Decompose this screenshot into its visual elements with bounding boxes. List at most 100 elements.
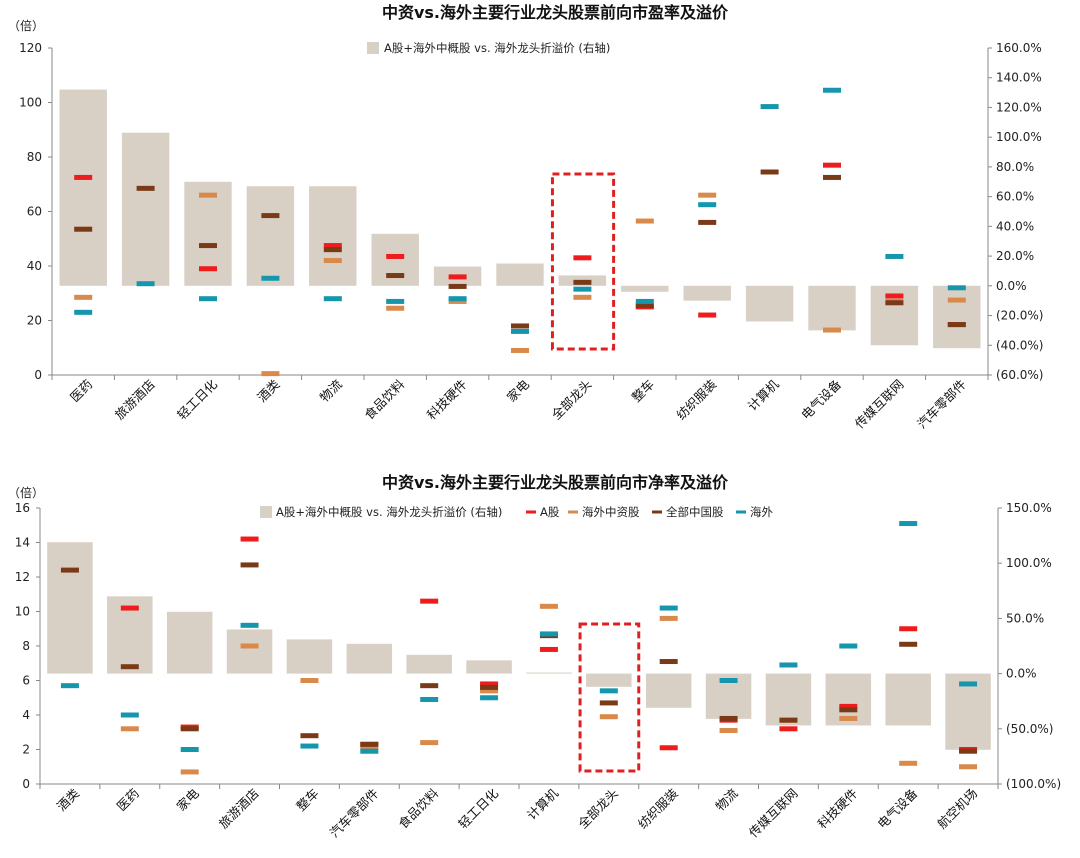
- chart2-premium-bar: [47, 542, 93, 674]
- chart1-left-tick-label: 40: [27, 259, 42, 273]
- chart2-category-label: 汽车零部件: [327, 786, 382, 841]
- chart1-all-china-marker: [511, 323, 529, 329]
- chart2-left-tick-label: 16: [15, 501, 30, 515]
- chart2-right-tick-label: 150.0%: [1006, 501, 1052, 515]
- chart2-a-share-marker: [539, 646, 558, 652]
- chart1-overseas-marker: [635, 298, 654, 304]
- chart2-category-label: 纺织服装: [635, 786, 681, 832]
- chart2-category-label: 航空机场: [934, 786, 980, 832]
- chart1-category-label: 汽车零部件: [914, 377, 969, 432]
- chart1-right-tick-label: (60.0%): [996, 368, 1043, 382]
- chart1-category-label: 整车: [629, 377, 657, 405]
- chart1-category-label: 酒类: [254, 376, 283, 405]
- chart2-overseas-marker: [240, 622, 259, 628]
- chart2-all-china-marker: [360, 741, 379, 747]
- chart2-overseas-marker: [899, 521, 918, 527]
- chart1-overseas-china-marker: [635, 218, 654, 224]
- chart1-all-china-marker: [698, 219, 717, 225]
- chart2-left-tick-label: 0: [22, 777, 30, 791]
- chart2-premium-bar: [466, 660, 512, 674]
- chart2-right-tick-label: 50.0%: [1006, 611, 1044, 625]
- chart2-overseas-china-marker: [120, 726, 139, 732]
- chart2-right-tick-label: (50.0%): [1006, 722, 1053, 736]
- chart2-title: 中资vs.海外主要行业龙头股票前向市净率及溢价: [382, 473, 729, 492]
- chart1-a-share-marker: [573, 255, 592, 261]
- chart1-a-share-marker: [199, 266, 217, 272]
- chart2-category-label: 食品饮料: [395, 785, 441, 831]
- chart1-all-china-marker: [635, 303, 654, 309]
- chart2-a-share-marker: [779, 726, 798, 732]
- chart2-category-label: 传媒互联网: [746, 786, 801, 841]
- chart1-overseas-china-marker: [448, 298, 467, 304]
- chart1-a-share-marker: [323, 243, 342, 249]
- chart1-overseas-china-marker: [261, 371, 280, 377]
- chart1-premium-bar: [496, 263, 544, 286]
- chart1-category-label: 全部龙头: [549, 377, 595, 423]
- chart2-left-tick-label: 8: [22, 639, 30, 653]
- chart2-category-label: 科技硬件: [814, 786, 860, 832]
- chart1-left-tick-label: 0: [34, 368, 42, 382]
- chart1-overseas-marker: [573, 286, 592, 292]
- chart1-overseas-marker: [199, 296, 217, 302]
- chart1-all-china-marker: [885, 300, 904, 306]
- chart1-legend-bar-label: A股+海外中概股 vs. 海外龙头折溢价 (右轴): [384, 41, 610, 55]
- chart1-category-label: 传媒互联网: [852, 377, 907, 432]
- chart1-highlight-box: [550, 172, 616, 351]
- chart2-all-china-marker: [659, 659, 678, 665]
- chart1-overseas-marker: [136, 281, 155, 287]
- chart2-left-tick-label: 2: [22, 743, 30, 757]
- chart2-overseas-china-marker: [240, 643, 259, 649]
- chart2-legend-all-china-label: 全部中国股: [666, 505, 724, 519]
- chart2-premium-bar: [526, 672, 572, 674]
- chart2-left-axis-unit: （倍）: [8, 485, 44, 500]
- chart2-all-china-marker: [240, 562, 259, 568]
- chart1-premium-bar: [933, 285, 981, 349]
- chart1-overseas-marker: [885, 253, 904, 259]
- chart2-a-share-marker: [659, 745, 678, 751]
- chart2-all-china-marker: [120, 664, 139, 670]
- chart2-overseas-china-marker: [959, 764, 978, 770]
- chart2-overseas-marker: [300, 743, 319, 749]
- chart1-overseas-china-marker: [386, 305, 405, 311]
- chart2-premium-bar: [286, 639, 333, 674]
- chart2-all-china-marker: [420, 683, 439, 689]
- chart2-overseas-china-marker: [539, 603, 558, 609]
- chart2-overseas-marker: [839, 643, 858, 649]
- chart2-overseas-china-marker: [420, 740, 439, 746]
- chart1-all-china-marker: [386, 273, 405, 279]
- chart2-overseas-marker: [959, 681, 978, 687]
- chart1-right-tick-label: 160.0%: [996, 41, 1042, 55]
- chart2-a-share-marker: [420, 598, 439, 604]
- chart2-all-china-marker: [60, 567, 79, 573]
- chart2-category-label: 物流: [712, 785, 741, 814]
- chart1-category-label: 计算机: [745, 376, 782, 413]
- chart2-all-china-marker: [300, 733, 319, 739]
- chart1-legend: A股+海外中概股 vs. 海外龙头折溢价 (右轴): [367, 41, 610, 55]
- chart2-category-label: 轻工日化: [455, 785, 501, 831]
- chart2-all-china-marker: [180, 726, 199, 732]
- chart2-overseas-marker: [420, 696, 439, 702]
- chart2-left-tick-label: 4: [22, 708, 30, 722]
- chart2-overseas-china-marker: [180, 769, 199, 775]
- chart2-premium-bar: [645, 673, 692, 708]
- chart2-legend: A股+海外中概股 vs. 海外龙头折溢价 (右轴) A股 海外中资股 全部中国股…: [260, 505, 773, 519]
- chart2-overseas-china-marker: [899, 760, 918, 766]
- chart2-premium-bar: [346, 643, 393, 674]
- chart1-a-share-marker: [698, 312, 717, 318]
- chart1-all-china-marker: [823, 174, 841, 180]
- chart1-overseas-marker: [261, 275, 280, 281]
- chart2-all-china-marker: [480, 684, 499, 690]
- chart1-plot: 0 20 40 60 80 100 120 (60.0%) (40.0%) (20.0%) 0.0%…: [19, 41, 1043, 431]
- chart1-premium-bar: [621, 285, 669, 292]
- chart1-legend-bar-swatch: [367, 42, 379, 54]
- chart1-right-tick-label: 0.0%: [996, 279, 1027, 293]
- chart2-all-china-marker: [899, 641, 918, 647]
- chart2-premium-bar: [586, 673, 632, 687]
- chart2-overseas-marker: [120, 712, 139, 718]
- chart1-right-tick-label: 100.0%: [996, 130, 1042, 144]
- chart2-overseas-china-marker: [719, 728, 738, 734]
- chart1-left-tick-label: 20: [27, 314, 42, 328]
- chart2-overseas-china-marker: [480, 688, 499, 694]
- chart1-overseas-marker: [947, 285, 966, 291]
